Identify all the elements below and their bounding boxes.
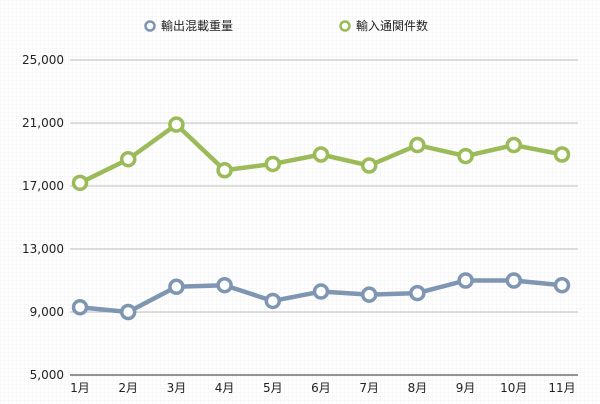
y-tick-label: 9,000 [30, 305, 64, 319]
data-point [457, 272, 474, 289]
x-tick-label: 11月 [548, 381, 575, 395]
data-point [360, 286, 378, 303]
data-point [216, 276, 233, 294]
data-point [216, 162, 233, 179]
x-tick-label: 6月 [311, 381, 331, 395]
y-tick-label: 17,000 [22, 179, 64, 193]
x-tick-label: 4月 [215, 381, 235, 395]
y-tick-label: 5,000 [30, 368, 64, 382]
data-point [360, 157, 378, 174]
data-point [168, 278, 185, 296]
data-point [264, 292, 282, 310]
data-point [553, 146, 571, 163]
data-point [264, 155, 282, 173]
data-point [505, 136, 523, 154]
legend-marker [339, 20, 351, 32]
data-point [505, 272, 523, 289]
data-point [71, 174, 89, 192]
data-point [409, 284, 426, 302]
data-point [168, 116, 185, 133]
data-point [312, 283, 330, 300]
x-tick-label: 8月 [408, 381, 428, 395]
x-tick-label: 3月 [167, 381, 187, 395]
data-point [457, 147, 474, 165]
y-tick-label: 13,000 [22, 242, 64, 256]
x-tick-label: 7月 [359, 381, 379, 395]
legend-label: 輸入通関件数 [356, 18, 428, 33]
x-tick-label: 9月 [456, 381, 476, 395]
data-point [553, 276, 571, 294]
data-point [119, 150, 137, 168]
y-tick-label: 21,000 [22, 116, 64, 130]
x-tick-label: 1月 [70, 381, 90, 395]
data-point [71, 299, 89, 316]
x-tick-label: 2月 [118, 381, 138, 395]
data-point [119, 303, 137, 321]
y-tick-label: 25,000 [22, 53, 64, 67]
data-point [312, 146, 330, 163]
x-tick-label: 5月 [263, 381, 283, 395]
legend-label: 輸出混載重量 [161, 18, 233, 33]
x-tick-label: 10月 [500, 381, 527, 395]
legend-marker [144, 20, 156, 32]
data-point [409, 136, 426, 154]
